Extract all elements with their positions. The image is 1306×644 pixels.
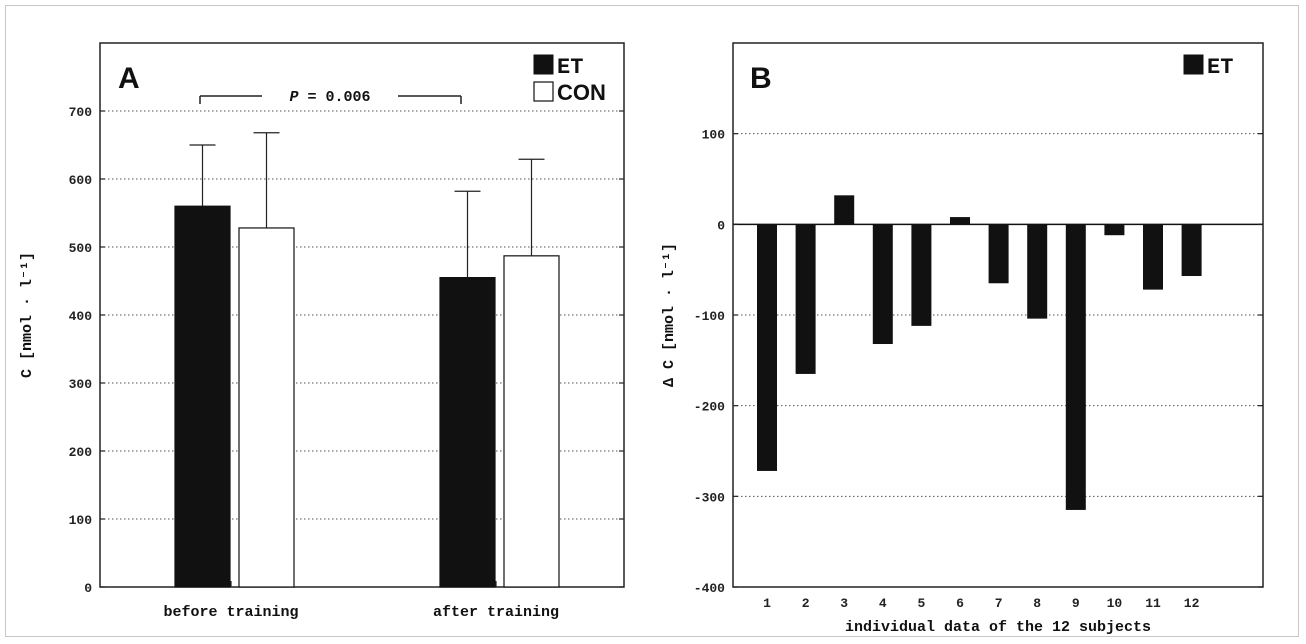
legend-label-et: ET <box>1207 55 1233 80</box>
panel-b-bars <box>757 195 1202 510</box>
panel-a-x-labels: before training after training <box>163 581 559 621</box>
legend-label-et: ET <box>557 55 583 80</box>
bar-con-1 <box>503 255 560 588</box>
legend-swatch-et <box>1183 54 1204 75</box>
y-tick-label: -100 <box>694 309 725 324</box>
bar-subject-10 <box>1104 224 1125 236</box>
y-tick-label: 600 <box>69 173 93 188</box>
x-tick-label: 10 <box>1107 596 1123 611</box>
panel-b-y-axis-label: Δ C [nmol · l⁻¹] <box>661 243 678 387</box>
y-tick-label: 500 <box>69 241 93 256</box>
bar-con-0 <box>238 227 295 588</box>
bar-subject-4 <box>872 224 893 345</box>
panel-a-y-axis-label: C [nmol · l⁻¹] <box>19 252 36 378</box>
x-tick-label: after training <box>433 604 559 621</box>
bar-subject-7 <box>988 224 1009 284</box>
panel-a-bars <box>174 132 560 588</box>
y-tick-label: -200 <box>694 400 725 415</box>
y-tick-label: 0 <box>84 581 92 596</box>
panel-a: 0 100 200 300 400 500 600 700 before training af… <box>19 42 625 621</box>
panel-b-legend: ET <box>1183 54 1233 80</box>
legend-label-con: CON <box>557 80 606 105</box>
bar-subject-8 <box>1027 224 1048 319</box>
y-tick-label: 300 <box>69 377 93 392</box>
y-tick-label: 100 <box>702 128 726 143</box>
panel-b-x-labels: 1 2 3 4 5 6 7 8 9 10 11 12 <box>763 596 1200 611</box>
legend-swatch-et <box>533 54 554 75</box>
bar-subject-5 <box>911 224 932 326</box>
y-tick-label: 200 <box>69 445 93 460</box>
bar-subject-11 <box>1143 224 1163 290</box>
panel-a-letter: A <box>118 62 140 95</box>
panel-b-y-ticks: -400 -300 -200 -100 0 100 <box>694 128 1263 596</box>
y-tick-label: 700 <box>69 105 93 120</box>
x-tick-label: 7 <box>995 596 1003 611</box>
x-tick-label: 3 <box>840 596 848 611</box>
bar-subject-3 <box>834 195 855 225</box>
bar-et-1 <box>439 277 496 588</box>
x-tick-label: 2 <box>802 596 810 611</box>
x-tick-label: 8 <box>1033 596 1041 611</box>
bar-subject-2 <box>795 224 816 374</box>
bar-et-0 <box>174 205 231 588</box>
bar-subject-6 <box>950 217 970 225</box>
x-tick-label: 1 <box>763 596 771 611</box>
y-tick-label: -300 <box>694 490 725 505</box>
bar-subject-1 <box>757 224 777 471</box>
p-value-label: P = 0.006 <box>289 89 370 106</box>
x-tick-label: 6 <box>956 596 964 611</box>
y-tick-label: 0 <box>717 218 725 233</box>
x-tick-label: 5 <box>917 596 925 611</box>
y-tick-label: 100 <box>69 513 93 528</box>
bar-subject-12 <box>1181 224 1202 277</box>
x-tick-label: 12 <box>1184 596 1200 611</box>
x-tick-label: 11 <box>1145 596 1161 611</box>
y-tick-label: -400 <box>694 581 725 596</box>
x-tick-label: 4 <box>879 596 887 611</box>
panel-b-x-axis-label: individual data of the 12 subjects <box>845 619 1151 636</box>
panel-b-letter: B <box>750 62 772 95</box>
figure: 0 100 200 300 400 500 600 700 before training af… <box>5 5 1299 637</box>
x-tick-label: before training <box>163 604 298 621</box>
panel-a-y-ticks: 0 100 200 300 400 500 600 700 <box>69 105 624 596</box>
panel-a-significance: P = 0.006 <box>199 89 462 106</box>
x-tick-label: 9 <box>1072 596 1080 611</box>
legend-swatch-con <box>533 81 554 102</box>
y-tick-label: 400 <box>69 309 93 324</box>
bar-subject-9 <box>1065 224 1086 510</box>
